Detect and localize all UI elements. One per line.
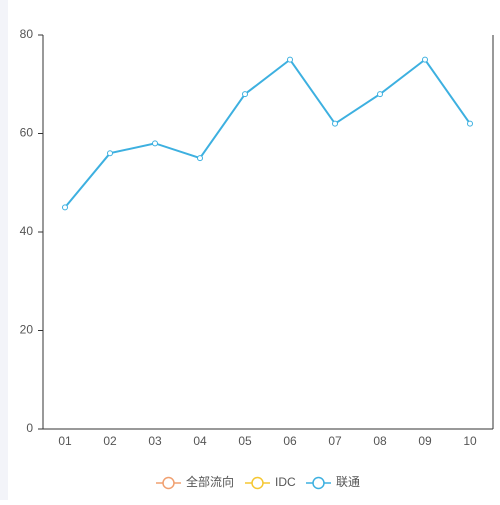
x-tick-label: 06 [283, 434, 297, 448]
point [377, 91, 383, 98]
point [242, 91, 248, 98]
x-tick-label: 02 [103, 434, 117, 448]
point [332, 120, 338, 127]
point [152, 140, 158, 147]
series-line [64, 58, 471, 209]
x-tick-label: 09 [418, 434, 432, 448]
x-tick-label: 05 [238, 434, 252, 448]
x-tick-label: 08 [373, 434, 387, 448]
legend-label: 联通 [336, 475, 360, 489]
x-tick-label: 10 [463, 434, 477, 448]
legend-marker [162, 476, 175, 490]
point [422, 56, 428, 63]
y-tick-label: 40 [20, 224, 34, 238]
y-tick-label: 20 [20, 323, 34, 337]
point [197, 155, 203, 162]
side-strip [0, 0, 8, 500]
y-tick-label: 80 [20, 27, 34, 41]
point [62, 204, 68, 211]
legend-marker [312, 476, 325, 490]
x-tick-label: 01 [58, 434, 72, 448]
y-tick-label: 0 [26, 421, 33, 435]
legend-marker [251, 476, 264, 490]
x-tick-label: 07 [328, 434, 342, 448]
point [467, 120, 473, 127]
point [107, 150, 113, 157]
y-tick-label: 60 [20, 126, 34, 140]
x-tick-label: 03 [148, 434, 162, 448]
legend-label: IDC [275, 475, 296, 489]
legend-label: 全部流向 [186, 474, 234, 489]
point [287, 56, 293, 63]
x-tick-label: 04 [193, 434, 207, 448]
